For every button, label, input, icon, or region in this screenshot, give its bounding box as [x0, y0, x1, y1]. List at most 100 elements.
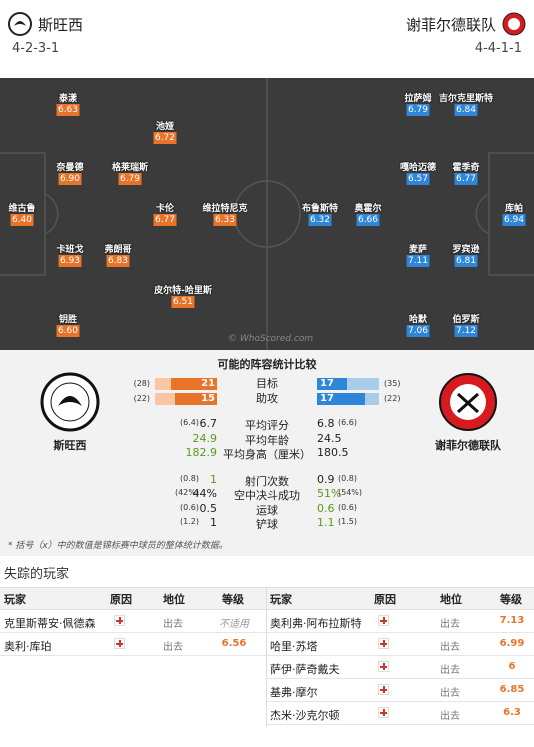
table-header [0, 587, 534, 610]
away-value: 24.5 [317, 431, 342, 445]
player-name: 麦萨 [408, 245, 428, 255]
rating: 6.99 [499, 638, 525, 649]
home-season: 1.2 [180, 517, 199, 526]
player-name: 伯罗斯 [452, 315, 480, 325]
stat-label: 平均评分 [245, 419, 289, 432]
player-rating: 6.81 [454, 255, 478, 267]
row-line [267, 632, 534, 633]
player-rating: 7.06 [406, 325, 430, 337]
player-rating: 6.72 [153, 132, 177, 144]
rating: 6.56 [221, 638, 247, 649]
home-value: 6.7 [199, 417, 218, 430]
away-season: 0.8 [338, 474, 357, 483]
player-rating: 6.40 [10, 214, 34, 226]
away-bar [317, 393, 365, 405]
row-line [267, 701, 534, 702]
player: 萨伊·萨奇戴夫 [270, 663, 340, 676]
home-formation: 4-2-3-1 [12, 41, 60, 56]
home-value: 24.9 [192, 431, 218, 445]
player: 哈里·苏塔 [270, 640, 318, 653]
player-name: 皮尔特-哈里斯 [154, 286, 212, 296]
home-name: 斯旺西 [38, 16, 84, 34]
stat-label: 运球 [256, 503, 278, 517]
away-season: 0.6 [338, 503, 357, 512]
home-value: 1 [210, 516, 217, 529]
status: 出去 [163, 619, 183, 630]
player-rating: 6.57 [406, 173, 430, 185]
comparison-title: 可能的阵容统计比较 [217, 358, 317, 371]
player-rating: 6.90 [58, 173, 82, 185]
row-line [0, 655, 267, 656]
home-logo [40, 372, 100, 432]
away-value: 0.9 [317, 472, 335, 486]
player-name: 奥霍尔 [354, 204, 382, 214]
home-bar [174, 393, 217, 405]
player: 基弗·摩尔 [270, 686, 318, 699]
away-season: 6.6 [338, 418, 357, 427]
away-value: 51% [317, 487, 342, 500]
player-rating: 6.66 [356, 214, 380, 226]
rating: 7.13 [499, 615, 525, 626]
header [0, 0, 534, 76]
home-season: 0.6 [180, 503, 199, 512]
player-rating: 6.32 [308, 214, 332, 226]
home-value: 15 [201, 393, 215, 404]
rating: 6.85 [499, 684, 525, 695]
player-rating: 6.33 [213, 214, 237, 226]
player-name: 库帕 [504, 204, 524, 214]
column-header: 等级 [500, 593, 522, 606]
home-season: 28 [134, 379, 150, 388]
reason-icon [114, 638, 125, 649]
column-header: 玩家 [4, 593, 26, 606]
stat-label: 平均年龄 [245, 433, 289, 447]
column-header: 原因 [110, 593, 132, 606]
away-value: 6.8 [317, 417, 335, 430]
player-rating: 6.77 [454, 173, 478, 185]
away-value: 17 [320, 378, 334, 389]
stat-label: 铲球 [256, 518, 278, 531]
player-rating: 6.83 [106, 255, 130, 267]
player-rating: 6.94 [502, 214, 526, 226]
home-team: 斯旺西 [53, 439, 87, 452]
player-rating: 6.77 [153, 214, 177, 226]
player-name: 罗宾逊 [452, 245, 480, 255]
player: 克里斯蒂安·佩德森 [4, 617, 96, 630]
home-season: 0.8 [180, 474, 199, 483]
player-name: 拉萨姆 [404, 94, 432, 104]
player-rating: 6.60 [56, 325, 80, 337]
away-logo [439, 373, 497, 431]
rating: 6 [508, 661, 516, 672]
player-name: 池娅 [155, 122, 175, 132]
player-rating: 6.84 [454, 104, 478, 116]
player-rating: 7.12 [454, 325, 478, 337]
away-badge [502, 12, 526, 36]
column-header: 等级 [222, 593, 244, 606]
player: 奥利弗·阿布拉斯特 [270, 617, 362, 630]
status: 出去 [440, 711, 460, 722]
missing-title: 失踪的玩家 [4, 567, 70, 582]
player-rating: 7.11 [406, 255, 430, 267]
column-header: 原因 [374, 593, 396, 606]
reason-icon [378, 707, 389, 718]
player-name: 泰漾 [58, 94, 78, 104]
footnote: * 括号（x）中的数值是锦标赛中球员的整体统计数据。 [8, 541, 228, 551]
home-bar [170, 378, 217, 390]
player-name: 嘎哈迈德 [399, 163, 437, 173]
player-name: 霍季奇 [452, 163, 480, 173]
watermark: © WhoScored.com [228, 334, 314, 344]
away-value: 180.5 [317, 446, 349, 459]
away-value: 17 [320, 393, 334, 404]
away-value: 0.6 [317, 501, 335, 515]
status: 出去 [440, 619, 460, 630]
home-badge [8, 12, 32, 36]
player: 奥利·库珀 [4, 640, 52, 653]
away-formation: 4-4-1-1 [474, 41, 522, 56]
away-value: 1.1 [317, 516, 335, 529]
reason-icon [378, 684, 389, 695]
player-name: 卡伦 [155, 204, 175, 214]
player-name: 格莱瑞斯 [111, 163, 149, 173]
stat-label: 射门次数 [245, 474, 289, 488]
player-rating: 6.93 [58, 255, 82, 267]
row-line [267, 655, 534, 656]
